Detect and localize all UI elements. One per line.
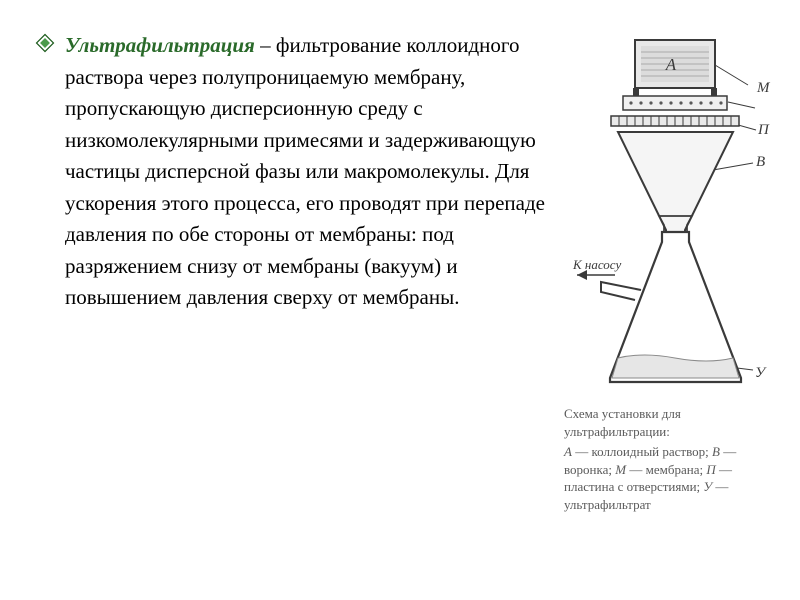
flask bbox=[601, 232, 741, 382]
dash: – bbox=[260, 33, 271, 57]
caption-lead: Схема установки для ультрафильтрации: bbox=[564, 405, 771, 440]
ultrafiltration-diagram: А bbox=[563, 30, 773, 400]
label-p: П bbox=[757, 122, 770, 138]
label-a: А bbox=[664, 55, 676, 74]
term: Ультрафильтрация bbox=[65, 33, 255, 57]
container-a: А bbox=[633, 40, 717, 96]
bullet-icon bbox=[35, 33, 55, 58]
figure-caption: Схема установки для ультрафильтрации: А … bbox=[560, 405, 775, 513]
caption-key: А — коллоидный раствор; В — воронка; М —… bbox=[564, 443, 771, 513]
label-b: В bbox=[756, 154, 765, 170]
label-pump: К насосу bbox=[572, 257, 621, 272]
funnel bbox=[618, 132, 733, 248]
definition-paragraph: Ультрафильтрация – фильтрование коллоидн… bbox=[65, 30, 545, 314]
membrane bbox=[623, 96, 727, 110]
label-m: М bbox=[756, 80, 771, 96]
definition-body: фильтрование коллоидного раствора через … bbox=[65, 33, 545, 309]
plate bbox=[611, 116, 739, 126]
label-u: У bbox=[755, 365, 767, 381]
